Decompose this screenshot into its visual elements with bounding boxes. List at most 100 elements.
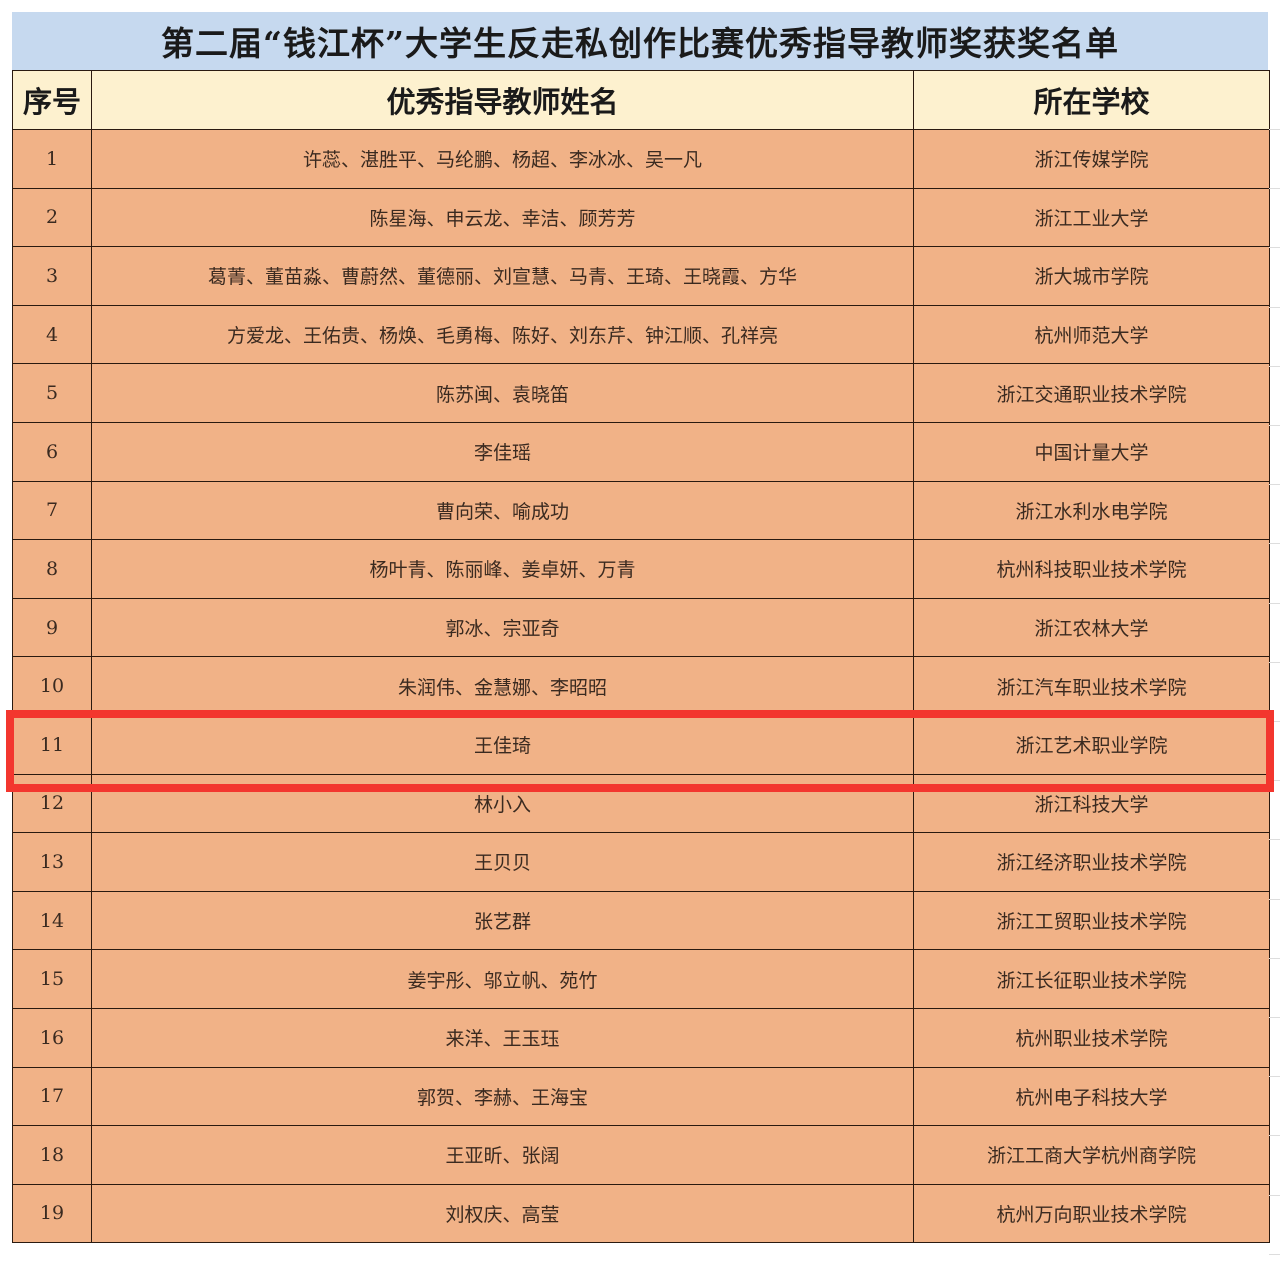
- grid-line: [1269, 425, 1280, 426]
- cell-index: 19: [12, 1183, 92, 1244]
- header-teachers: 优秀指导教师姓名: [91, 70, 914, 130]
- table-row: 14 张艺群 浙江工贸职业技术学院: [12, 890, 1270, 951]
- table-row: 5 陈苏闽、袁晓笛 浙江交通职业技术学院: [12, 363, 1270, 423]
- grid-line: [1269, 602, 1280, 604]
- cell-school: 浙江经济职业技术学院: [913, 832, 1270, 892]
- cell-school: 中国计量大学: [913, 421, 1270, 482]
- cell-index: 2: [12, 187, 92, 248]
- cell-index: 9: [12, 597, 92, 658]
- grid-line: [1269, 365, 1280, 367]
- cell-teachers: 姜宇彤、邬立帆、苑竹: [91, 949, 914, 1009]
- grid-line: [1269, 1076, 1280, 1078]
- grid-line: [1269, 721, 1280, 722]
- cell-teachers: 郭冰、宗亚奇: [91, 597, 914, 658]
- table-row: 12 林小入 浙江科技大学: [12, 773, 1270, 834]
- cell-teachers: 王佳琦: [91, 714, 914, 775]
- grid-line: [1269, 780, 1280, 782]
- cell-school: 杭州电子科技大学: [913, 1066, 1270, 1127]
- cell-teachers: 杨叶青、陈丽峰、姜卓妍、万青: [91, 539, 914, 599]
- cell-teachers: 朱润伟、金慧娜、李昭昭: [91, 656, 914, 716]
- table-row: 17 郭贺、李赫、王海宝 杭州电子科技大学: [12, 1066, 1270, 1127]
- grid-line: [1269, 1194, 1280, 1196]
- cell-teachers: 陈苏闽、袁晓笛: [91, 363, 914, 423]
- cell-school: 浙江汽车职业技术学院: [913, 656, 1270, 716]
- cell-teachers: 刘权庆、高莹: [91, 1183, 914, 1244]
- cell-teachers: 王贝贝: [91, 832, 914, 892]
- grid-line: [1269, 957, 1280, 959]
- cell-school: 杭州万向职业技术学院: [913, 1183, 1270, 1244]
- cell-teachers: 来洋、王玉珏: [91, 1007, 914, 1068]
- cell-teachers: 方爱龙、王佑贵、杨焕、毛勇梅、陈好、刘东芹、钟江顺、孔祥亮: [91, 304, 914, 365]
- table-row: 4 方爱龙、王佑贵、杨焕、毛勇梅、陈好、刘东芹、钟江顺、孔祥亮 杭州师范大学: [12, 304, 1270, 365]
- cell-school: 浙大城市学院: [913, 246, 1270, 306]
- grid-line: [1269, 1135, 1280, 1137]
- table-row: 8 杨叶青、陈丽峰、姜卓妍、万青 杭州科技职业技术学院: [12, 539, 1270, 599]
- cell-school: 浙江工贸职业技术学院: [913, 890, 1270, 951]
- cell-teachers: 林小入: [91, 773, 914, 834]
- cell-teachers: 曹向荣、喻成功: [91, 480, 914, 541]
- table-row: 18 王亚昕、张阔 浙江工商大学杭州商学院: [12, 1125, 1270, 1185]
- grid-line: [1269, 839, 1280, 841]
- cell-index: 3: [12, 246, 92, 306]
- header-row: 序号 优秀指导教师姓名 所在学校: [12, 70, 1270, 130]
- cell-school: 浙江传媒学院: [913, 129, 1270, 189]
- award-table: 序号 优秀指导教师姓名 所在学校 1 许蕊、湛胜平、马纶鹏、杨超、李冰冰、吴一凡浙…: [12, 70, 1270, 1244]
- cell-teachers: 王亚昕、张阔: [91, 1125, 914, 1185]
- grid-line: [1269, 543, 1280, 545]
- cell-index: 5: [12, 363, 92, 423]
- cell-school: 浙江科技大学: [913, 773, 1270, 834]
- cell-teachers: 许蕊、湛胜平、马纶鹏、杨超、李冰冰、吴一凡: [91, 129, 914, 189]
- table-row: 16 来洋、王玉珏 杭州职业技术学院: [12, 1007, 1270, 1068]
- cell-school: 浙江工业大学: [913, 187, 1270, 248]
- cell-index: 18: [12, 1125, 92, 1185]
- cell-teachers: 张艺群: [91, 890, 914, 951]
- cell-index: 14: [12, 890, 92, 951]
- grid-line: [1269, 661, 1280, 663]
- cell-index: 16: [12, 1007, 92, 1068]
- header-index: 序号: [12, 70, 92, 130]
- cell-index: 11: [12, 714, 92, 775]
- grid-line: [1269, 1253, 1280, 1255]
- cell-school: 浙江工商大学杭州商学院: [913, 1125, 1270, 1185]
- cell-index: 6: [12, 421, 92, 482]
- cell-teachers: 郭贺、李赫、王海宝: [91, 1066, 914, 1127]
- cell-index: 13: [12, 832, 92, 892]
- cell-index: 4: [12, 304, 92, 365]
- cell-school: 浙江长征职业技术学院: [913, 949, 1270, 1009]
- table-row: 2 陈星海、申云龙、幸洁、顾芳芳 浙江工业大学: [12, 187, 1270, 248]
- cell-teachers: 李佳瑶: [91, 421, 914, 482]
- cell-school: 浙江交通职业技术学院: [913, 363, 1270, 423]
- table-row: 15 姜宇彤、邬立帆、苑竹 浙江长征职业技术学院: [12, 949, 1270, 1009]
- table-row: 11 王佳琦 浙江艺术职业学院: [12, 714, 1270, 775]
- grid-line: [1269, 247, 1280, 249]
- table-row: 19 刘权庆、高莹 杭州万向职业技术学院: [12, 1183, 1270, 1244]
- cell-teachers: 陈星海、申云龙、幸洁、顾芳芳: [91, 187, 914, 248]
- table-row: 3 葛菁、董苗淼、曹蔚然、董德丽、刘宣慧、马青、王琦、王晓霞、方华 浙大城市学院: [12, 246, 1270, 306]
- cell-index: 8: [12, 539, 92, 599]
- cell-school: 浙江农林大学: [913, 597, 1270, 658]
- cell-school: 杭州职业技术学院: [913, 1007, 1270, 1068]
- cell-teachers: 葛菁、董苗淼、曹蔚然、董德丽、刘宣慧、马青、王琦、王晓霞、方华: [91, 246, 914, 306]
- table-row: 13 王贝贝 浙江经济职业技术学院: [12, 832, 1270, 892]
- page-title: 第二届“钱江杯”大学生反走私创作比赛优秀指导教师奖获奖名单: [12, 12, 1268, 70]
- cell-index: 7: [12, 480, 92, 541]
- cell-index: 17: [12, 1066, 92, 1127]
- grid-line: [1269, 898, 1280, 900]
- grid-line: [1269, 306, 1280, 308]
- cell-school: 杭州师范大学: [913, 304, 1270, 365]
- table-row: 9 郭冰、宗亚奇 浙江农林大学: [12, 597, 1270, 658]
- table-row: 10 朱润伟、金慧娜、李昭昭 浙江汽车职业技术学院: [12, 656, 1270, 716]
- cell-index: 1: [12, 129, 92, 189]
- cell-school: 杭州科技职业技术学院: [913, 539, 1270, 599]
- table-row: 7 曹向荣、喻成功 浙江水利水电学院: [12, 480, 1270, 541]
- table-row: 1 许蕊、湛胜平、马纶鹏、杨超、李冰冰、吴一凡 浙江传媒学院: [12, 129, 1270, 189]
- table-row: 6 李佳瑶 中国计量大学: [12, 421, 1270, 482]
- grid-line: [1269, 1017, 1280, 1018]
- cell-index: 10: [12, 656, 92, 716]
- cell-index: 12: [12, 773, 92, 834]
- grid-line: [1269, 188, 1280, 190]
- cell-index: 15: [12, 949, 92, 1009]
- header-school: 所在学校: [913, 70, 1270, 130]
- grid-line: [1269, 484, 1280, 486]
- cell-school: 浙江艺术职业学院: [913, 714, 1270, 775]
